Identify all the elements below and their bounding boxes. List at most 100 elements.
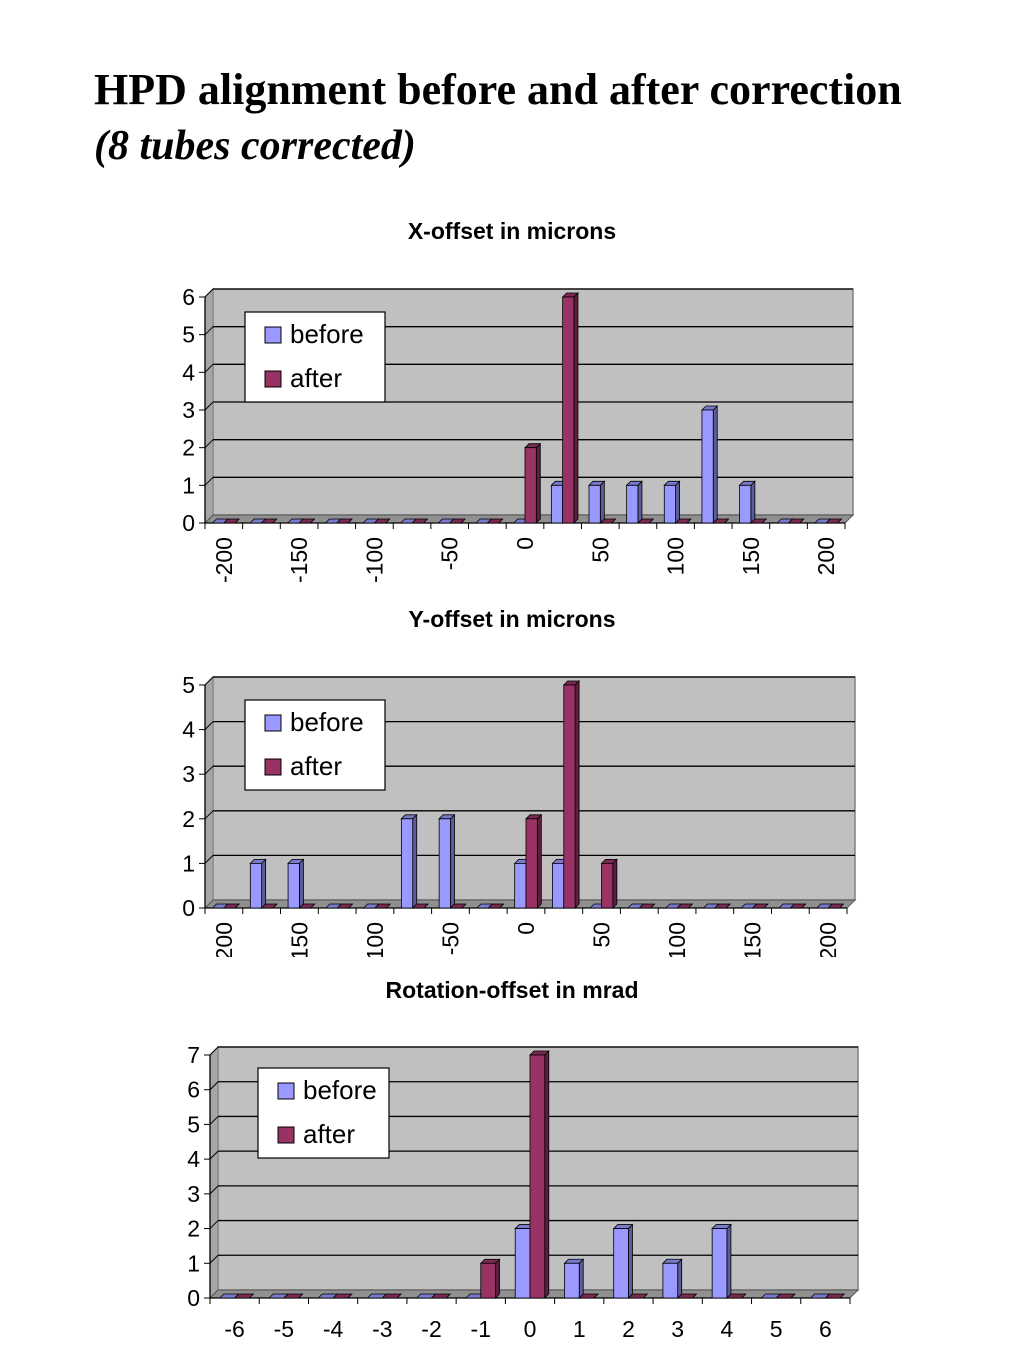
bar-before bbox=[663, 480, 681, 524]
bar-after bbox=[578, 1293, 599, 1299]
gridline-side bbox=[204, 326, 214, 336]
bar-after bbox=[298, 518, 316, 524]
bar-after bbox=[332, 1293, 353, 1299]
y-tick-label: 6 bbox=[182, 284, 195, 310]
y-tick-label: 0 bbox=[182, 895, 195, 921]
bar-after bbox=[298, 903, 316, 909]
y-tick-label: 0 bbox=[187, 1285, 200, 1311]
x-tick-label: 50 bbox=[589, 922, 615, 948]
legend-swatch-after bbox=[264, 758, 282, 776]
bar-before bbox=[738, 480, 756, 524]
bar-before bbox=[400, 813, 418, 909]
bar-before bbox=[700, 405, 719, 524]
bar-after bbox=[525, 813, 543, 909]
bar-after bbox=[373, 903, 392, 909]
x-tick-label: -100 bbox=[362, 922, 388, 957]
bar-after bbox=[411, 903, 430, 909]
bar-before bbox=[563, 1258, 585, 1299]
x-tick-label: 100 bbox=[663, 537, 689, 575]
bar-after bbox=[529, 1050, 550, 1299]
plot-side-wall bbox=[204, 675, 214, 910]
gridline-side bbox=[204, 363, 214, 373]
bar-after bbox=[674, 518, 692, 524]
bar-after bbox=[725, 1293, 747, 1299]
bar-after bbox=[381, 1293, 403, 1299]
bar-after bbox=[479, 1258, 501, 1299]
bar-after bbox=[827, 903, 845, 909]
bar-after bbox=[825, 518, 843, 524]
gridline-side bbox=[209, 1116, 219, 1125]
y-tick-label: 7 bbox=[187, 1042, 200, 1068]
y-tick-label: 1 bbox=[187, 1250, 200, 1276]
rotation-offset-chart: Rotation-offset in mrad 0 1 2 3 4 5 6 7 -6 -5 -4 -3 -… bbox=[0, 965, 1024, 1365]
bar-after bbox=[789, 903, 807, 909]
legend-label-after: after bbox=[290, 363, 342, 393]
bar-after bbox=[411, 518, 429, 524]
legend-label-before: before bbox=[290, 707, 364, 737]
x-tick-label: -100 bbox=[361, 537, 387, 583]
y-tick-label: 4 bbox=[182, 359, 195, 385]
chart-title: X-offset in microns bbox=[408, 218, 616, 244]
legend-swatch-before bbox=[277, 1082, 295, 1100]
bar-after bbox=[524, 442, 542, 524]
bar-after bbox=[222, 903, 241, 909]
y-tick-label: 5 bbox=[187, 1111, 200, 1137]
gridline-side bbox=[209, 1046, 219, 1056]
bar-after bbox=[222, 518, 241, 524]
x-tick-label: 150 bbox=[740, 922, 766, 957]
y-tick-label: 4 bbox=[187, 1146, 200, 1172]
bar-after bbox=[486, 518, 504, 524]
x-tick-label: 200 bbox=[813, 537, 839, 575]
y-tick-label: 2 bbox=[182, 806, 195, 832]
x-tick-label: -200 bbox=[211, 537, 237, 583]
gridline-side bbox=[204, 476, 214, 486]
y-tick-label: 5 bbox=[182, 322, 195, 348]
gridline-side bbox=[204, 721, 214, 730]
bar-after bbox=[627, 1293, 649, 1299]
legend-label-after: after bbox=[290, 751, 342, 781]
gridline-side bbox=[209, 1081, 219, 1091]
x-tick-label: -4 bbox=[323, 1316, 344, 1342]
y-tick-label: 0 bbox=[182, 510, 195, 536]
legend-swatch-before bbox=[264, 714, 282, 732]
bar-after bbox=[749, 518, 768, 524]
bar-after bbox=[233, 1293, 255, 1299]
y-tick-label: 3 bbox=[182, 397, 195, 423]
bar-after bbox=[824, 1293, 846, 1299]
bar-after bbox=[282, 1293, 304, 1299]
bar-after bbox=[487, 903, 505, 909]
x-tick-label: 4 bbox=[721, 1316, 734, 1342]
bar-after bbox=[449, 903, 467, 909]
page-title: HPD alignment before and after correctio… bbox=[94, 65, 902, 114]
y-tick-label: 4 bbox=[182, 717, 195, 743]
legend-label-before: before bbox=[290, 319, 364, 349]
x-tick-label: -1 bbox=[471, 1316, 491, 1342]
bar-before bbox=[249, 858, 267, 909]
x-tick-label: 150 bbox=[738, 537, 764, 575]
legend: before after bbox=[244, 699, 386, 791]
bar-after bbox=[336, 903, 354, 909]
bar-after bbox=[335, 518, 354, 524]
bar-after bbox=[676, 1293, 698, 1299]
legend-label-before: before bbox=[303, 1075, 377, 1105]
page-subtitle: (8 tubes corrected) bbox=[94, 123, 416, 169]
y-tick-label: 3 bbox=[182, 761, 195, 787]
x-tick-label: 3 bbox=[671, 1316, 684, 1342]
bar-before bbox=[438, 813, 456, 909]
gridline-side bbox=[204, 439, 214, 449]
legend-label-after: after bbox=[303, 1119, 355, 1149]
x-tick-label: 200 bbox=[815, 922, 841, 957]
x-tick-label: 5 bbox=[770, 1316, 783, 1342]
bar-after bbox=[751, 903, 769, 909]
x-tick-label: -3 bbox=[372, 1316, 392, 1342]
gridline-side bbox=[209, 1150, 219, 1160]
x-tick-label: -150 bbox=[286, 922, 312, 957]
bar-after bbox=[636, 518, 655, 524]
x-tick-label: 50 bbox=[587, 537, 613, 563]
bar-after bbox=[448, 518, 466, 524]
x-tick-label: -50 bbox=[437, 537, 463, 570]
x-tick-label: 0 bbox=[513, 922, 539, 935]
gridline-side bbox=[209, 1254, 219, 1264]
bar-before bbox=[612, 1223, 634, 1299]
gridline-side bbox=[204, 765, 214, 775]
